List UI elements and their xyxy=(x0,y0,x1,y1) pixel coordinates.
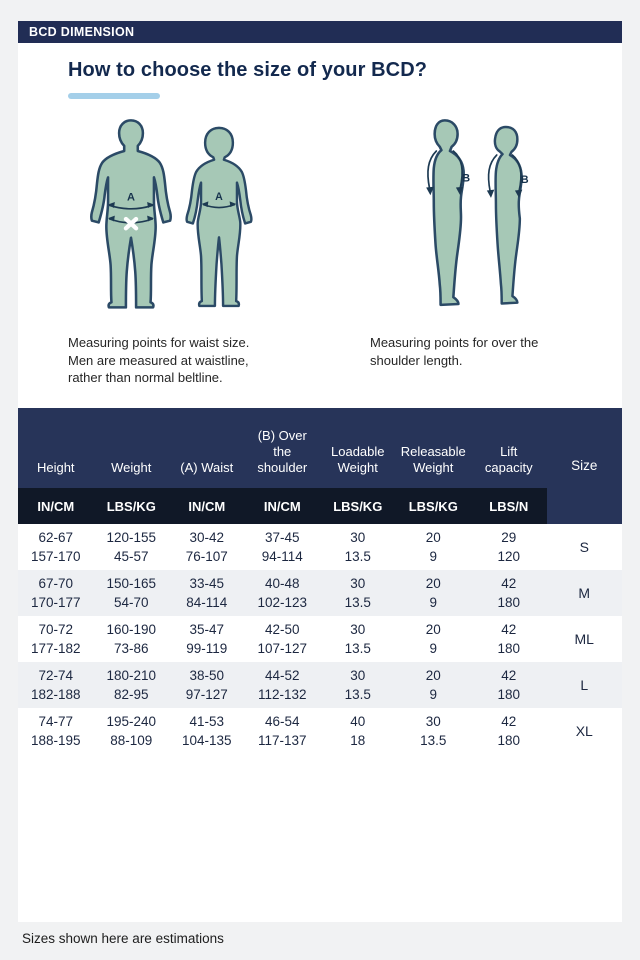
unit-height: IN/CM xyxy=(18,488,94,524)
beltline-x-mark xyxy=(123,216,139,231)
front-male-figure: A xyxy=(89,119,173,309)
content-card: How to choose the size of your BCD? A A xyxy=(18,43,622,922)
table-row-ml: 70-72 177-182 160-190 73-86 35-47 99-119 42… xyxy=(18,616,622,662)
col-header-waist: (A) Waist xyxy=(180,460,234,475)
side-female-figure: B xyxy=(486,125,529,305)
col-header-releasable: Releasable Weight xyxy=(400,444,466,475)
arrowhead xyxy=(486,189,495,198)
shoulder-label-b: B xyxy=(462,173,470,185)
unit-lift: LBS/N xyxy=(471,488,547,524)
shoulder-front-arrow xyxy=(511,154,522,193)
table-row-xl: 74-77 188-195 195-240 88-109 41-53 104-135 … xyxy=(18,708,622,754)
size-value: M xyxy=(578,584,591,601)
table-row-s: 62-67 157-170 120-155 45-57 30-42 76-107 37… xyxy=(18,524,622,570)
arrowhead xyxy=(455,186,464,196)
arrowhead xyxy=(108,202,115,208)
front-female-figure: A xyxy=(185,126,253,308)
arrowhead xyxy=(108,215,115,222)
shoulder-back-arrow xyxy=(487,154,498,193)
col-header-weight: Weight xyxy=(111,460,152,475)
arrowhead xyxy=(514,189,523,198)
estimation-note: Sizes shown here are estimations xyxy=(22,931,224,946)
size-table-header: Height Weight (A) Waist (B) Over the sho… xyxy=(18,408,622,524)
male-silhouette xyxy=(89,119,173,309)
col-header-size: Size xyxy=(571,458,598,473)
arrowhead xyxy=(201,201,209,208)
shoulder-back-arrow xyxy=(427,150,438,190)
title-underline xyxy=(68,93,160,99)
female-side-silhouette xyxy=(493,125,523,305)
table-row-l: 72-74 182-188 180-210 82-95 38-50 97-127 44… xyxy=(18,662,622,708)
size-value: L xyxy=(580,676,589,693)
waist-caption: Measuring points for waist size. Men are… xyxy=(68,335,250,385)
unit-shoulder: IN/CM xyxy=(244,488,320,524)
size-table: Height Weight (A) Waist (B) Over the sho… xyxy=(18,408,622,754)
size-value: XL xyxy=(575,722,593,739)
waist-label-a: A xyxy=(127,191,135,203)
male-side-silhouette xyxy=(432,119,465,307)
col-header-loadable: Loadable Weight xyxy=(331,444,385,475)
unit-releasable: LBS/KG xyxy=(395,488,471,524)
unit-waist: IN/CM xyxy=(169,488,245,524)
size-table-body: 62-67 157-170 120-155 45-57 30-42 76-107 37… xyxy=(18,524,622,754)
unit-loadable: LBS/KG xyxy=(320,488,396,524)
shoulder-front-arrow xyxy=(452,150,463,190)
arrowhead xyxy=(229,201,237,208)
waist-label-a: A xyxy=(215,191,223,203)
section-banner-label: BCD DIMENSION xyxy=(29,25,135,39)
size-value: ML xyxy=(574,630,594,647)
col-header-height: Height xyxy=(36,460,75,475)
col-header-lift: Lift capacity xyxy=(484,444,533,475)
page-title: How to choose the size of your BCD? xyxy=(68,59,428,81)
unit-weight: LBS/KG xyxy=(93,488,169,524)
size-value: S xyxy=(579,538,589,555)
arrowhead xyxy=(426,186,434,196)
female-silhouette xyxy=(185,126,253,308)
arrowhead xyxy=(147,215,154,222)
shoulder-label-b: B xyxy=(521,174,529,186)
side-male-figure: B xyxy=(426,119,470,307)
arrowhead xyxy=(147,202,154,208)
shoulder-caption: Measuring points for over the shoulder l… xyxy=(370,335,539,368)
section-banner: BCD DIMENSION xyxy=(18,21,622,43)
table-row-m: 67-70 170-177 150-165 54-70 33-45 84-114 40… xyxy=(18,570,622,616)
col-header-shoulder: (B) Over the shoulder xyxy=(257,428,308,475)
